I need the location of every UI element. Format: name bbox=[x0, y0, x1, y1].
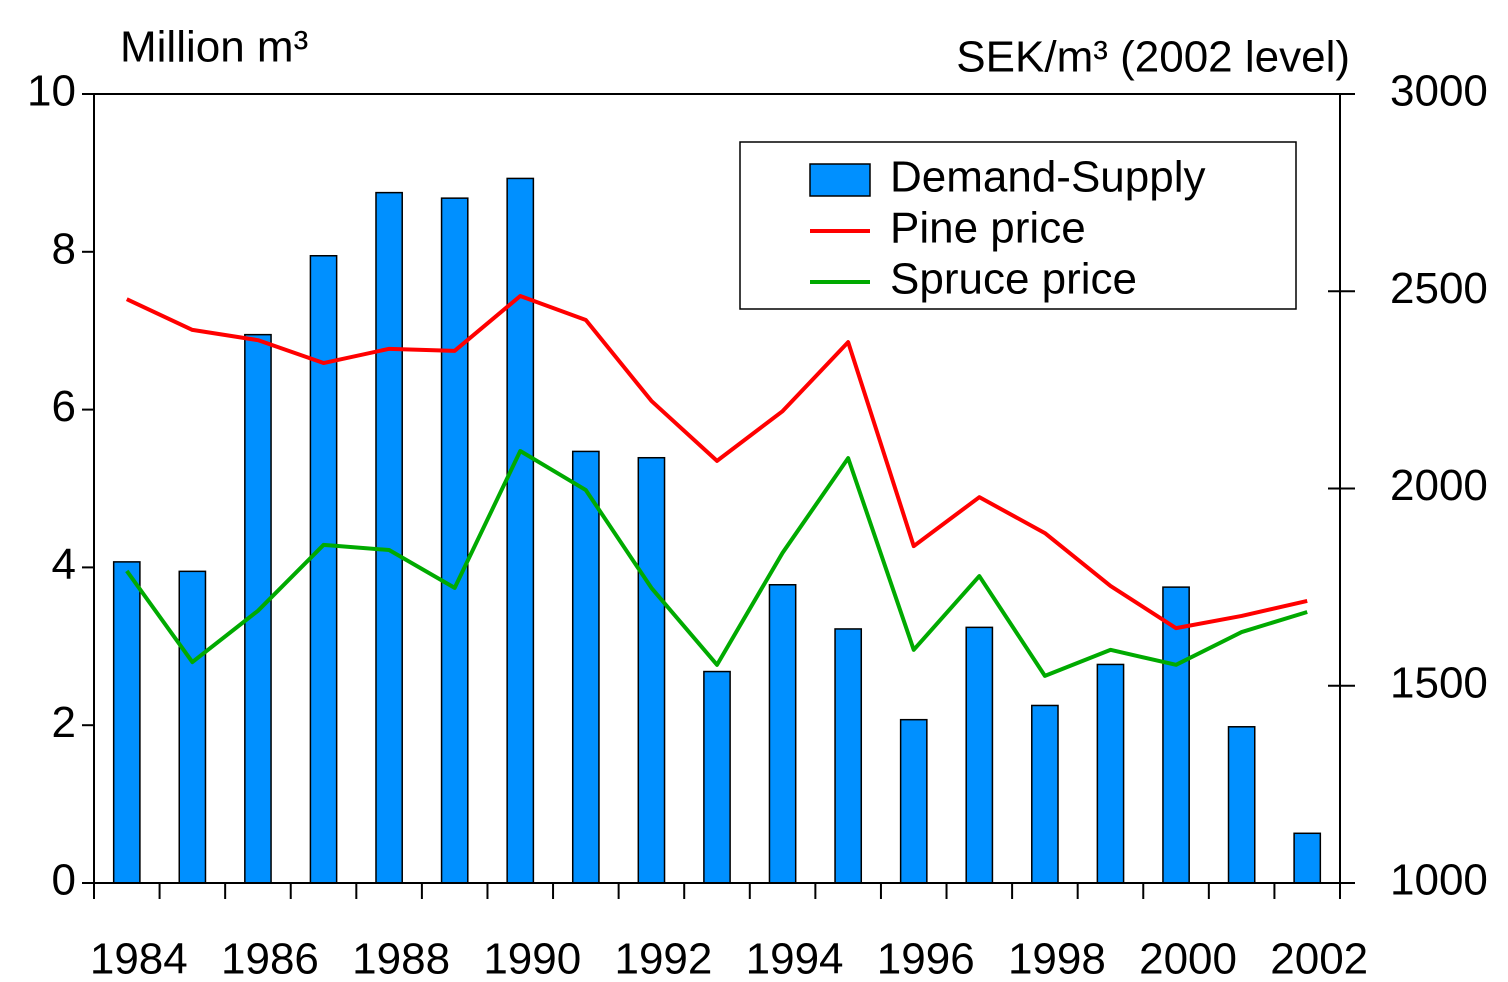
x-tick-label: 1996 bbox=[877, 935, 975, 982]
bar bbox=[571, 450, 600, 884]
x-tick-label: 1994 bbox=[746, 935, 844, 982]
bar bbox=[1096, 663, 1125, 884]
bar bbox=[637, 456, 666, 884]
bar bbox=[375, 191, 403, 884]
bar bbox=[965, 626, 994, 884]
legend-label: Demand-Supply bbox=[890, 153, 1206, 202]
bar bbox=[309, 254, 338, 884]
bar bbox=[178, 570, 207, 884]
y2-tick-label: 2000 bbox=[1390, 461, 1488, 510]
y-axis-label: Million m³ bbox=[120, 23, 308, 72]
y-tick-label: 8 bbox=[52, 224, 76, 273]
y2-tick-label: 1500 bbox=[1390, 658, 1488, 707]
x-tick-label: 1992 bbox=[614, 935, 712, 982]
x-tick-label: 1988 bbox=[352, 935, 450, 982]
x-tick-label: 1990 bbox=[483, 935, 581, 982]
y2-axis-label: SEK/m³ (2002 level) bbox=[956, 33, 1350, 82]
bar bbox=[1031, 704, 1059, 884]
bar bbox=[703, 670, 731, 884]
legend-label: Spruce price bbox=[890, 255, 1137, 304]
legend-label: Pine price bbox=[890, 204, 1086, 253]
x-tick-label: 1984 bbox=[90, 935, 188, 982]
bar bbox=[899, 718, 928, 884]
y-tick-label: 4 bbox=[52, 540, 76, 589]
legend-swatch bbox=[809, 163, 871, 197]
y-tick-label: 0 bbox=[52, 856, 76, 905]
x-tick-label: 2000 bbox=[1139, 935, 1237, 982]
bar bbox=[506, 177, 535, 884]
bar bbox=[112, 561, 141, 884]
y2-tick-label: 3000 bbox=[1390, 67, 1488, 116]
x-tick-label: 2002 bbox=[1270, 935, 1368, 982]
y2-tick-label: 1000 bbox=[1390, 856, 1488, 905]
bar bbox=[834, 628, 863, 884]
price-line bbox=[125, 293, 1308, 631]
bar bbox=[1293, 832, 1322, 884]
y-tick-label: 6 bbox=[52, 382, 76, 431]
y-tick-label: 10 bbox=[27, 67, 76, 116]
price-line bbox=[125, 449, 1308, 678]
bar bbox=[1162, 586, 1190, 884]
bar bbox=[768, 584, 797, 884]
x-tick-label: 1986 bbox=[221, 935, 319, 982]
bar bbox=[440, 197, 469, 884]
bar bbox=[1227, 726, 1256, 884]
x-tick-label: 1998 bbox=[1008, 935, 1106, 982]
y2-tick-label: 2500 bbox=[1390, 264, 1488, 313]
y-tick-label: 2 bbox=[52, 698, 76, 747]
